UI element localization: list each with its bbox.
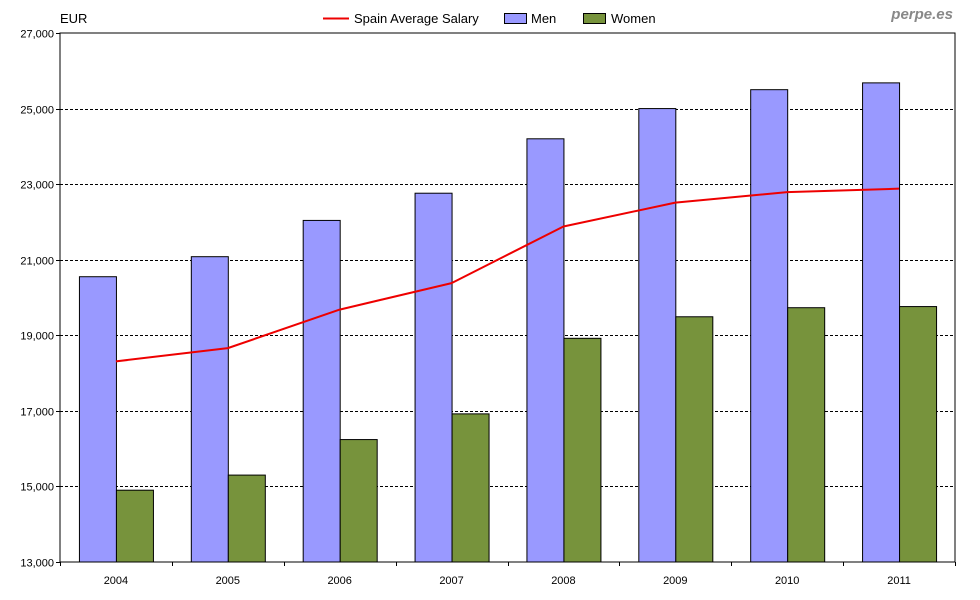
watermark-text: perpe.es: [890, 6, 953, 23]
bars: [78, 82, 938, 563]
x-tick-label: 2007: [439, 575, 463, 587]
x-tick-label: 2009: [663, 575, 687, 587]
x-tick-label: 2005: [216, 575, 240, 587]
bar-men-2004: [78, 276, 117, 563]
y-tick-label: 13,000: [20, 558, 54, 570]
y-tick-label: 25,000: [20, 105, 54, 117]
bar-men-2010: [750, 89, 789, 563]
y-unit-label: EUR: [60, 11, 87, 26]
bar-women-2011: [899, 306, 938, 563]
average-line: [115, 187, 900, 363]
legend-swatch-men: [504, 13, 527, 24]
y-tick-label: 27,000: [20, 29, 54, 41]
legend-label: Women: [611, 11, 656, 26]
legend: Spain Average Salary Men Women: [323, 11, 656, 26]
bar-women-2006: [339, 439, 378, 563]
bar-men-2011: [862, 82, 901, 563]
legend-swatch-women: [583, 13, 606, 24]
y-tick-label: 21,000: [20, 256, 54, 268]
plot-frame: [59, 32, 956, 563]
x-tick-label: 2004: [104, 575, 128, 587]
bar-women-2007: [451, 413, 490, 563]
bar-men-2009: [638, 108, 677, 563]
x-tick-label: 2006: [327, 575, 351, 587]
x-axis: 2004 2005 2006 2007 2008 2009 2010 2011: [60, 562, 956, 587]
y-tick-label: 15,000: [20, 482, 54, 494]
y-axis: 13,000 15,000 17,000 19,000 21,000 23,000 25,0…: [20, 29, 60, 570]
bar-women-2010: [787, 307, 826, 563]
bar-women-2004: [115, 489, 154, 563]
line-spain-average-salary: [115, 187, 900, 363]
y-tick-label: 19,000: [20, 331, 54, 343]
x-tick-label: 2011: [887, 575, 911, 587]
bar-men-2007: [414, 192, 453, 563]
y-tick-label: 17,000: [20, 407, 54, 419]
legend-label: Men: [531, 11, 556, 26]
y-tick-label: 23,000: [20, 180, 54, 192]
legend-label: Spain Average Salary: [354, 11, 479, 26]
bar-women-2009: [675, 316, 714, 563]
bar-women-2008: [563, 337, 602, 563]
x-tick-label: 2010: [775, 575, 799, 587]
bar-men-2005: [190, 256, 229, 563]
bar-women-2005: [227, 474, 266, 563]
x-tick-label: 2008: [551, 575, 575, 587]
bar-men-2008: [526, 138, 565, 563]
bar-men-2006: [302, 219, 341, 563]
